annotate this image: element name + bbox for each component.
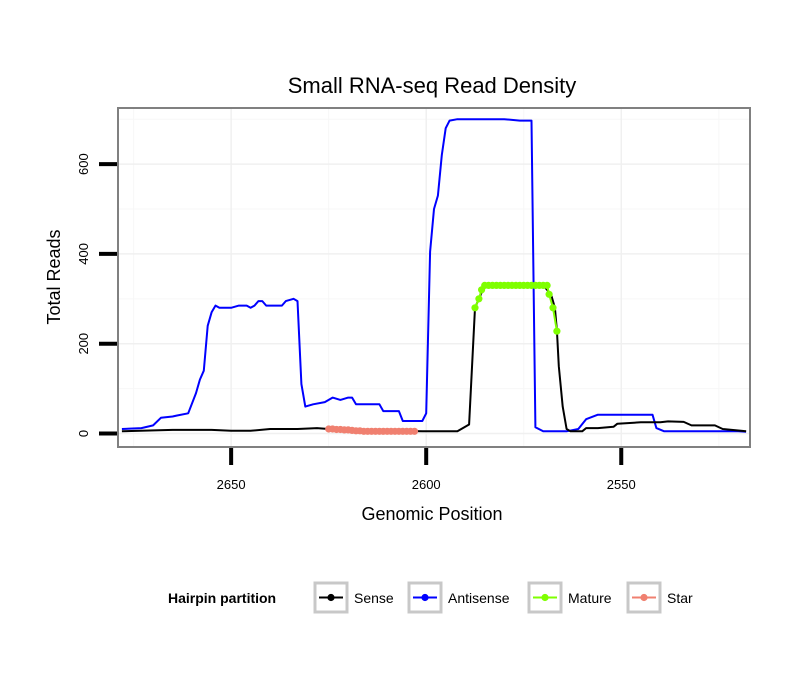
legend-entries: Sense Antisense Mature Star [313, 581, 693, 614]
y-axis-title: Total Reads [44, 229, 64, 324]
data-point-mature [475, 295, 483, 303]
data-point-mature [543, 281, 551, 289]
plot-background [118, 108, 750, 447]
legend-key-point-mature [541, 593, 549, 602]
x-axis-title: Genomic Position [361, 504, 502, 524]
legend-label-sense: Sense [354, 590, 394, 606]
data-point-mature [553, 327, 561, 335]
legend-label-antisense: Antisense [448, 590, 510, 606]
legend-label-mature: Mature [568, 590, 612, 606]
x-axis: 2650 2600 2550 [217, 448, 636, 492]
legend-label-star: Star [667, 590, 693, 606]
legend-title: Hairpin partition [168, 590, 276, 606]
y-tick-label: 0 [76, 430, 91, 437]
legend-entry-star: Star [626, 581, 693, 614]
series-layer [121, 118, 747, 435]
series-line-antisense [121, 118, 747, 433]
legend-key-point-star [640, 593, 648, 602]
y-tick-label: 600 [76, 153, 91, 175]
x-tick-label: 2650 [217, 477, 246, 492]
x-tick-label: 2600 [412, 477, 441, 492]
data-point-mature [549, 304, 557, 312]
y-tick-label: 400 [76, 243, 91, 265]
x-tick-label: 2550 [607, 477, 636, 492]
plot-border [117, 107, 751, 448]
legend-entry-mature: Mature [527, 581, 612, 614]
y-axis: 0 200 400 600 [76, 153, 117, 437]
legend-key-point-sense [327, 593, 335, 602]
legend: Hairpin partition Sense Antisense Mature St… [168, 581, 693, 614]
y-tick-label: 200 [76, 333, 91, 355]
legend-key-point-antisense [421, 593, 429, 602]
data-point-star [410, 427, 419, 435]
legend-entry-antisense: Antisense [407, 581, 510, 614]
chart-title: Small RNA-seq Read Density [288, 73, 577, 98]
legend-entry-sense: Sense [313, 581, 394, 614]
data-point-mature [545, 290, 553, 298]
data-point-mature [471, 304, 479, 312]
